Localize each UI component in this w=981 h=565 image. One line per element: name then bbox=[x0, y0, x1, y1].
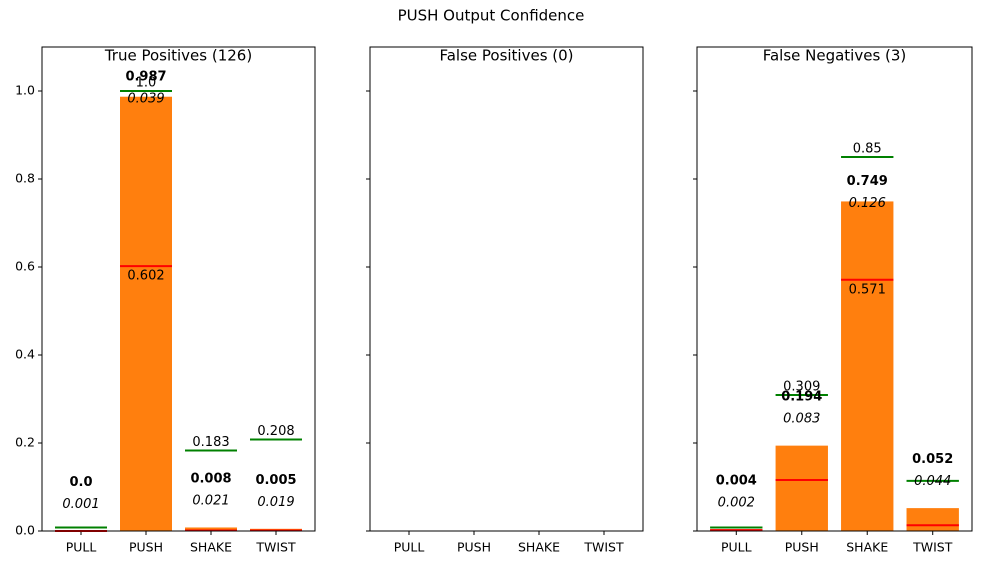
x-tick-label: PUSH bbox=[129, 540, 163, 555]
x-tick-label: TWIST bbox=[255, 540, 296, 555]
mean-label: 0.004 bbox=[716, 473, 757, 488]
subplot-title: False Positives (0) bbox=[439, 47, 573, 65]
x-tick-label: PUSH bbox=[457, 540, 491, 555]
mean-label: 0.987 bbox=[125, 69, 166, 84]
x-tick-label: PULL bbox=[394, 540, 425, 555]
axes-frame bbox=[41, 46, 316, 532]
subplot-title: True Positives (126) bbox=[104, 47, 252, 65]
y-tick-label: 0.2 bbox=[15, 435, 35, 450]
min-label: 0.571 bbox=[849, 282, 886, 297]
mean-label: 0.005 bbox=[255, 473, 296, 488]
x-tick-label: PULL bbox=[721, 540, 752, 555]
bar bbox=[120, 96, 172, 531]
std-label: 0.039 bbox=[127, 91, 164, 106]
max-label: 0.85 bbox=[853, 142, 882, 157]
std-label: 0.083 bbox=[783, 412, 820, 427]
std-label: 0.001 bbox=[62, 497, 99, 512]
std-label: 0.021 bbox=[192, 494, 229, 509]
bar bbox=[185, 527, 237, 531]
mean-label: 0.0 bbox=[69, 475, 92, 490]
x-tick-label: PUSH bbox=[785, 540, 819, 555]
bar bbox=[775, 445, 828, 531]
x-tick-label: TWIST bbox=[912, 540, 953, 555]
y-tick-label: 0.8 bbox=[15, 171, 35, 186]
max-label: 1.0 bbox=[136, 76, 157, 91]
std-label: 0.126 bbox=[849, 196, 886, 211]
min-label: 0.602 bbox=[127, 269, 164, 284]
mean-label: 0.008 bbox=[190, 472, 231, 487]
axes-frame bbox=[369, 46, 644, 532]
y-tick-label: 0.0 bbox=[15, 523, 35, 538]
std-label: 0.019 bbox=[257, 495, 294, 510]
max-label: 0.208 bbox=[257, 424, 294, 439]
max-label: 0.183 bbox=[192, 435, 229, 450]
axes-frame bbox=[696, 46, 973, 532]
x-tick-label: SHAKE bbox=[190, 540, 232, 555]
y-tick-label: 0.6 bbox=[15, 259, 35, 274]
mean-label: 0.194 bbox=[781, 390, 822, 405]
max-label: 0.309 bbox=[783, 380, 820, 395]
x-tick-label: TWIST bbox=[583, 540, 624, 555]
mean-label: 0.749 bbox=[847, 174, 888, 189]
x-tick-label: SHAKE bbox=[518, 540, 560, 555]
bar bbox=[841, 201, 894, 531]
y-tick-label: 0.4 bbox=[15, 347, 35, 362]
bar bbox=[906, 508, 959, 531]
std-label: 0.002 bbox=[718, 495, 755, 510]
x-tick-label: PULL bbox=[66, 540, 97, 555]
y-tick-label: 1.0 bbox=[15, 83, 35, 98]
mean-label: 0.052 bbox=[912, 452, 953, 467]
std-label: 0.044 bbox=[914, 474, 951, 489]
x-tick-label: SHAKE bbox=[846, 540, 888, 555]
subplot-title: False Negatives (3) bbox=[763, 47, 907, 65]
figure-title: PUSH Output Confidence bbox=[398, 7, 585, 25]
